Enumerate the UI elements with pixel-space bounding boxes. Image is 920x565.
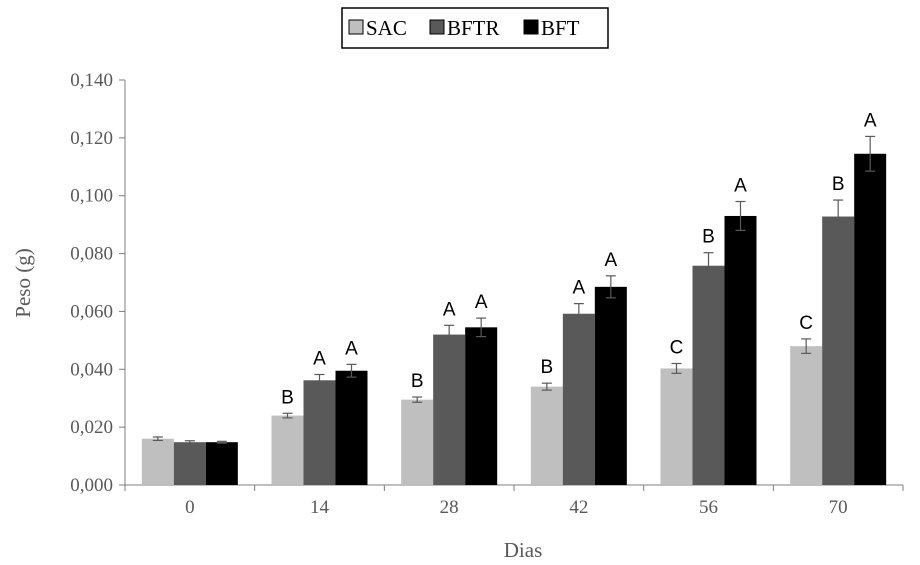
x-tick-label: 28 [440, 497, 459, 518]
error-bar [152, 436, 163, 442]
significance-label: B [411, 371, 424, 392]
bar-bftr-14 [303, 380, 336, 485]
bar-bftr-0 [173, 442, 206, 485]
x-axis-title: Dias [504, 538, 543, 562]
y-tick-label: 0,000 [70, 475, 113, 496]
bar-bftr-70 [822, 216, 855, 486]
legend-frame [341, 7, 609, 49]
bar-bftr-28 [433, 334, 466, 485]
legend-label: BFTR [447, 16, 500, 40]
legend-label: BFT [541, 16, 580, 40]
error-bar [314, 373, 325, 387]
significance-label: B [281, 387, 294, 408]
y-tick-label: 0,100 [70, 186, 113, 207]
error-bar [703, 252, 714, 280]
legend: SAC BFTR BFT [341, 7, 609, 49]
y-tick-label: 0,060 [70, 301, 113, 322]
legend-item-bft: BFT [523, 16, 580, 40]
legend-item-sac: SAC [348, 16, 407, 40]
error-bar [865, 135, 876, 172]
significance-label: A [604, 250, 617, 271]
error-bar [444, 324, 455, 345]
error-bar [282, 412, 293, 419]
bar-bftr-56 [692, 265, 725, 485]
y-tick-label: 0,040 [70, 359, 113, 380]
error-bar [541, 382, 552, 391]
bar-bft-28 [465, 327, 498, 485]
y-tick-label: 0,080 [70, 244, 113, 265]
significance-label: A [443, 299, 456, 320]
bar-sac-0 [141, 438, 174, 485]
bar-sac-70 [790, 346, 823, 485]
y-axis: 0,000 0,020 0,040 0,060 0,080 0,100 0,120 0,140 [70, 70, 126, 496]
significance-label: A [313, 348, 326, 369]
significance-label: A [345, 338, 358, 359]
bar-bftr-42 [562, 313, 595, 485]
bar-sac-56 [660, 368, 693, 485]
y-axis-title: Peso (g) [11, 248, 35, 317]
legend-item-bftr: BFTR [429, 16, 500, 40]
bar-bft-0 [205, 442, 238, 485]
y-tick-label: 0,140 [70, 70, 113, 91]
error-bar [735, 200, 746, 232]
y-tick-label: 0,120 [70, 128, 113, 149]
error-bar [476, 317, 487, 338]
bar-sac-14 [271, 415, 304, 485]
error-bar [671, 362, 682, 374]
bar-sac-42 [530, 386, 563, 485]
error-bar [573, 303, 584, 325]
legend-label: SAC [366, 16, 407, 40]
bar-bft-56 [724, 215, 757, 485]
legend-swatch [429, 19, 445, 35]
bar-bft-70 [854, 153, 887, 485]
bar-sac-28 [401, 399, 434, 485]
x-tick-label: 70 [829, 497, 848, 518]
error-bar [412, 396, 423, 403]
significance-label: A [864, 110, 877, 131]
error-bar [605, 275, 616, 299]
significance-label: A [734, 176, 747, 197]
error-bar [184, 440, 195, 445]
legend-swatch [523, 19, 539, 35]
error-bar [801, 338, 812, 354]
bar-bft-14 [335, 370, 368, 485]
x-tick-label: 56 [699, 497, 718, 518]
error-bar [346, 363, 357, 378]
legend-swatch [348, 19, 364, 35]
significance-label: C [799, 313, 813, 334]
y-tick-label: 0,020 [70, 417, 113, 438]
x-axis: 0 14 28 42 56 70 [124, 484, 904, 518]
x-tick-label: 0 [185, 497, 195, 518]
significance-label: B [702, 227, 715, 248]
x-tick-label: 42 [569, 497, 588, 518]
error-bar [216, 440, 227, 444]
significance-label: B [832, 174, 845, 195]
significance-label: A [572, 278, 585, 299]
significance-label: B [540, 357, 553, 378]
error-bar [833, 199, 844, 234]
x-tick-label: 14 [310, 497, 330, 518]
significance-label: C [670, 338, 684, 359]
bar-bft-42 [594, 286, 627, 485]
significance-label: A [475, 292, 488, 313]
